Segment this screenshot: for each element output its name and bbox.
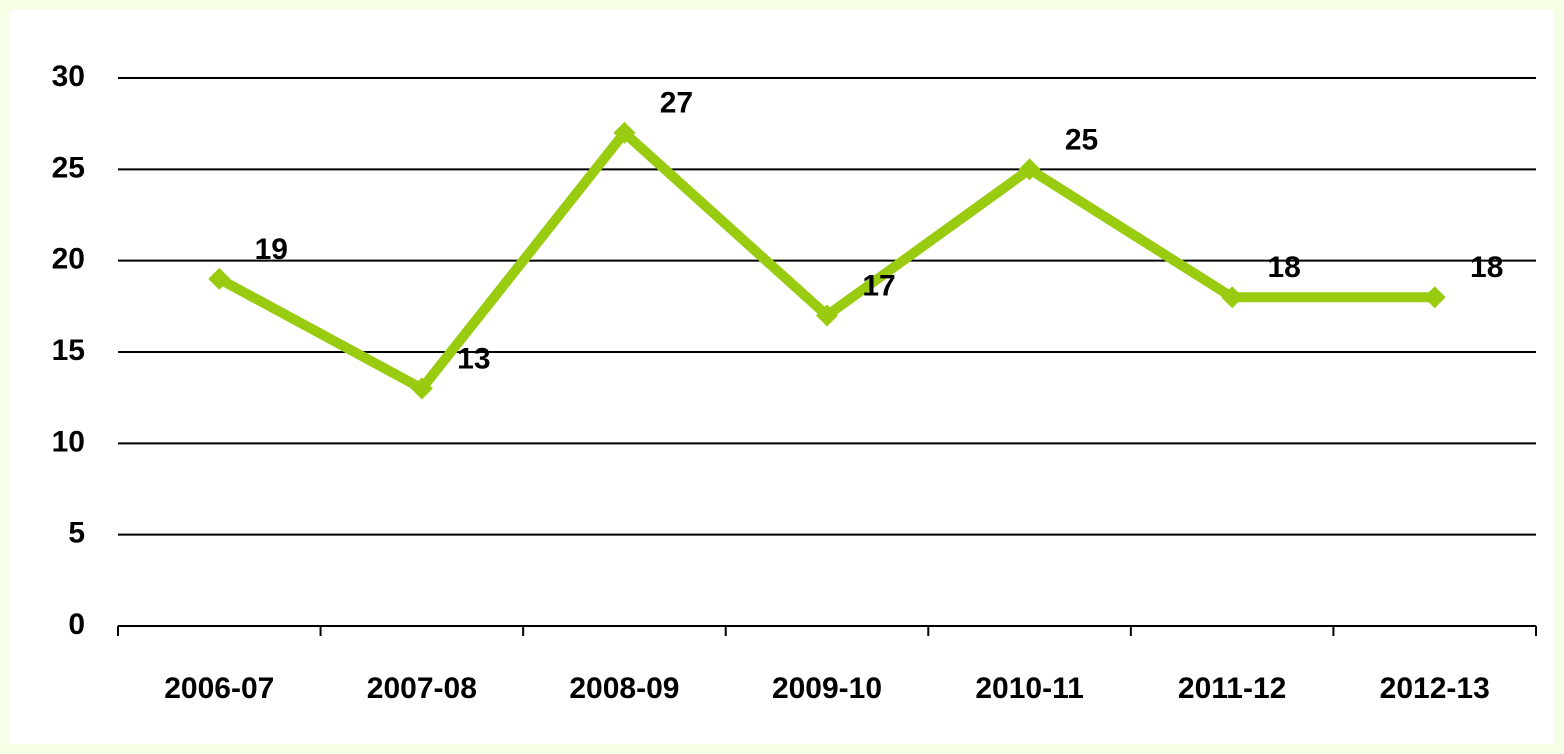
data-label: 17: [862, 269, 895, 302]
x-tick-label: 2007-08: [367, 672, 477, 705]
y-tick-label: 25: [52, 151, 85, 184]
x-tick-label: 2010-11: [975, 672, 1083, 705]
data-label: 25: [1065, 123, 1098, 156]
data-label: 18: [1470, 251, 1503, 284]
x-tick-label: 2009-10: [772, 672, 882, 705]
point-marker: [1018, 158, 1041, 181]
y-tick-label: 30: [52, 60, 85, 93]
y-tick-label: 0: [68, 608, 85, 641]
x-tick-label: 2011-12: [1178, 672, 1286, 705]
data-label: 18: [1267, 251, 1300, 284]
y-tick-label: 15: [52, 334, 85, 367]
x-tick-label: 2008-09: [569, 672, 679, 705]
point-marker: [1423, 286, 1446, 309]
point-marker: [208, 267, 231, 290]
data-label: 27: [660, 87, 693, 120]
y-tick-label: 20: [52, 243, 85, 276]
point-marker: [613, 121, 636, 144]
x-tick-label: 2012-13: [1380, 672, 1490, 705]
data-label: 13: [457, 342, 490, 375]
x-tick-label: 2006-07: [164, 672, 274, 705]
y-tick-label: 5: [68, 517, 85, 550]
data-label: 19: [255, 233, 288, 266]
y-tick-label: 10: [52, 425, 85, 458]
point-marker: [410, 377, 433, 400]
point-marker: [1221, 286, 1244, 309]
chart-area: [10, 10, 1554, 744]
point-marker: [816, 304, 838, 327]
